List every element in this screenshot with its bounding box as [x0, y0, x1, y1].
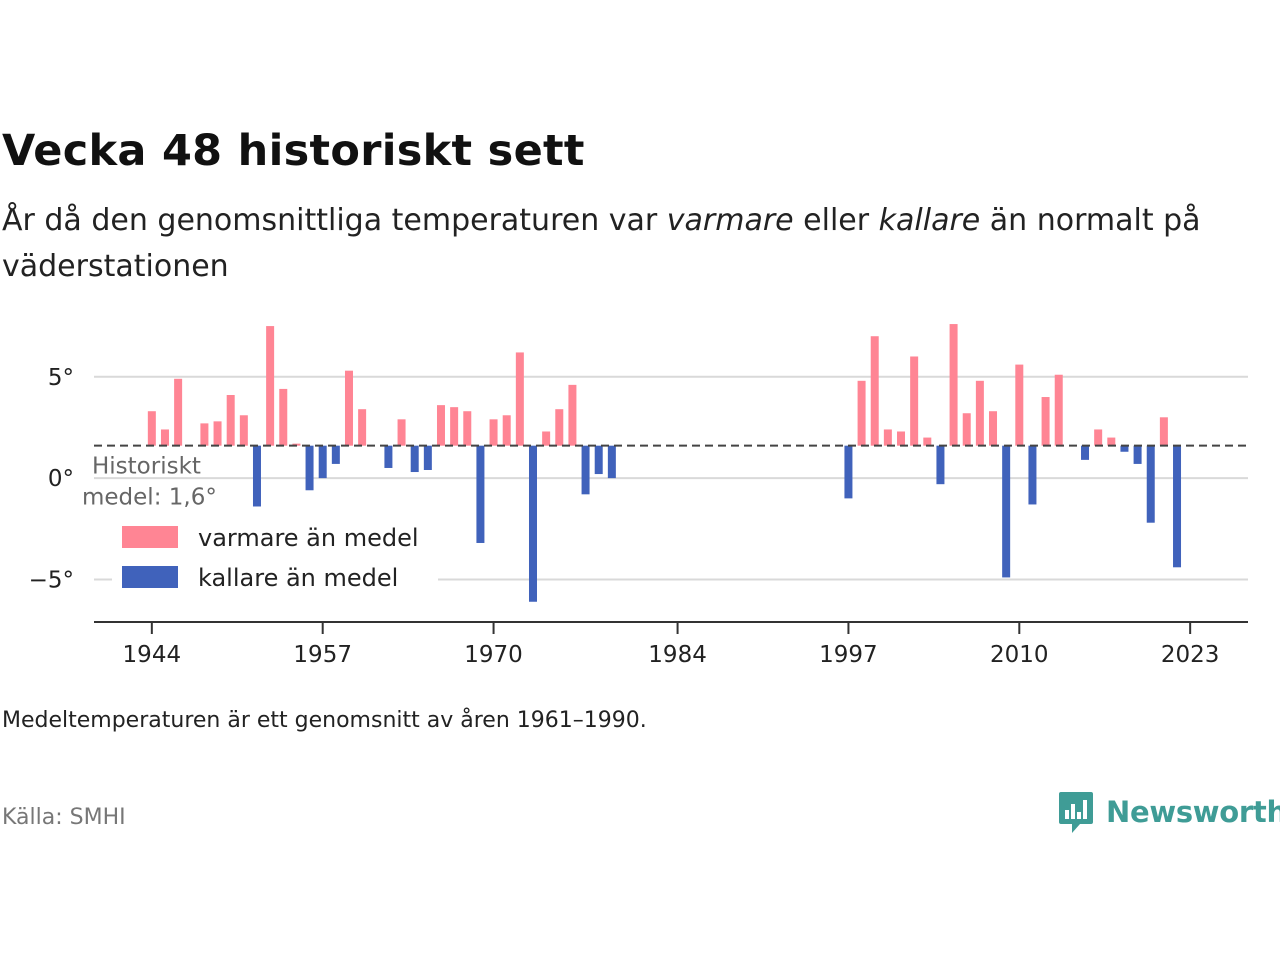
bar-cold	[410, 445, 419, 473]
average-label-line1: Historiskt	[92, 454, 201, 480]
brand-name: Newsworthy	[1106, 795, 1280, 829]
bar-cold	[581, 445, 590, 495]
bar-warm	[1094, 429, 1103, 446]
bar-warm	[450, 407, 459, 446]
subtitle-part1: År då den genomsnittliga temperaturen va…	[2, 203, 667, 238]
bar-warm	[292, 443, 301, 446]
bar-warm	[555, 409, 564, 446]
bar-warm	[949, 324, 958, 446]
bar-warm	[502, 415, 511, 446]
bar-warm	[1054, 374, 1063, 446]
bar-cold	[305, 445, 314, 491]
bar-cold	[1173, 445, 1182, 568]
bar-warm	[174, 378, 183, 446]
bar-cold	[423, 445, 432, 470]
bar-cold	[1081, 445, 1090, 460]
bar-warm	[397, 419, 406, 446]
subtitle-part3: än normalt på väderstationen	[2, 203, 1201, 284]
bar-cold	[1133, 445, 1142, 464]
subtitle-cold-word: kallare	[878, 203, 981, 238]
bar-warm	[1107, 437, 1116, 446]
source-credit: Källa: SMHI	[2, 805, 126, 830]
bar-warm	[1159, 417, 1168, 446]
bar-warm	[897, 431, 906, 446]
bar-cold	[607, 445, 616, 479]
y-tick-label: 5°	[48, 365, 74, 391]
legend-warm-label: varmare än medel	[198, 524, 419, 552]
newsworthy-logo: Newsworthy	[1058, 790, 1280, 834]
legend-warm-swatch	[122, 526, 178, 548]
temperature-bar-chart: 5° 0° −5° Historiskt medel: 1,6° varmare ä…	[29, 324, 1248, 668]
bar-warm	[857, 380, 866, 446]
x-tick-label: 2023	[1161, 642, 1220, 668]
bar-cold	[1120, 445, 1129, 452]
bar-warm	[147, 411, 156, 446]
bar-warm	[883, 429, 892, 446]
bar-cold	[1146, 445, 1155, 523]
bar-cold	[331, 445, 340, 464]
bar-cold	[476, 445, 485, 543]
bar-warm	[344, 370, 353, 446]
bar-warm	[489, 419, 498, 446]
bar-warm	[160, 429, 169, 446]
bar-warm	[358, 409, 367, 446]
chart-title: Vecka 48 historiskt sett	[2, 126, 585, 176]
bar-warm	[239, 415, 248, 446]
y-tick-label: −5°	[29, 567, 74, 593]
legend-cold-swatch	[122, 566, 178, 588]
bar-cold	[594, 445, 603, 475]
bar-warm	[542, 431, 551, 446]
bar-cold	[1002, 445, 1011, 578]
bar-warm	[910, 356, 919, 446]
bar-cold	[528, 445, 537, 602]
x-tick-label: 1970	[464, 642, 523, 668]
bar-warm	[870, 336, 879, 446]
bar-cold	[252, 445, 261, 507]
bar-chart-speech-bubble-icon	[1059, 792, 1093, 833]
bar-warm	[436, 405, 445, 446]
bar-warm	[568, 384, 577, 446]
chart-subtitle: År då den genomsnittliga temperaturen va…	[2, 198, 1262, 290]
bar-warm	[1015, 364, 1024, 446]
bar-warm	[226, 395, 235, 446]
x-axis: 1944 1957 1970 1984 1997 2010 2023	[94, 621, 1248, 668]
x-tick-label: 1957	[293, 642, 352, 668]
x-tick-label: 1997	[819, 642, 878, 668]
subtitle-warm-word: varmare	[666, 203, 794, 238]
bar-cold	[844, 445, 853, 499]
average-annotation: Historiskt medel: 1,6°	[82, 444, 1248, 511]
legend: varmare än medel kallare än medel	[112, 518, 438, 600]
subtitle-part2: eller	[793, 203, 879, 238]
x-tick-label: 2010	[990, 642, 1049, 668]
bar-warm	[962, 413, 971, 446]
bar-warm	[266, 326, 275, 446]
bar-cold	[936, 445, 945, 485]
bar-warm	[989, 411, 998, 446]
average-label-line2: medel: 1,6°	[82, 485, 217, 511]
bars	[147, 324, 1182, 602]
x-tick-label: 1944	[123, 642, 182, 668]
bar-warm	[463, 411, 472, 446]
y-tick-label: 0°	[48, 466, 74, 492]
bar-warm	[923, 437, 932, 446]
bar-warm	[515, 352, 524, 446]
legend-cold-label: kallare än medel	[198, 564, 398, 592]
bar-cold	[1028, 445, 1037, 505]
y-axis-ticks: 5° 0° −5°	[29, 365, 74, 594]
x-tick-label: 1984	[648, 642, 707, 668]
bar-warm	[1041, 397, 1050, 446]
bar-warm	[975, 380, 984, 446]
bar-cold	[384, 445, 393, 468]
bar-cold	[318, 445, 327, 479]
bar-warm	[279, 388, 288, 446]
bar-warm	[200, 423, 209, 446]
bar-warm	[213, 421, 222, 446]
chart-note: Medeltemperaturen är ett genomsnitt av å…	[2, 708, 647, 733]
